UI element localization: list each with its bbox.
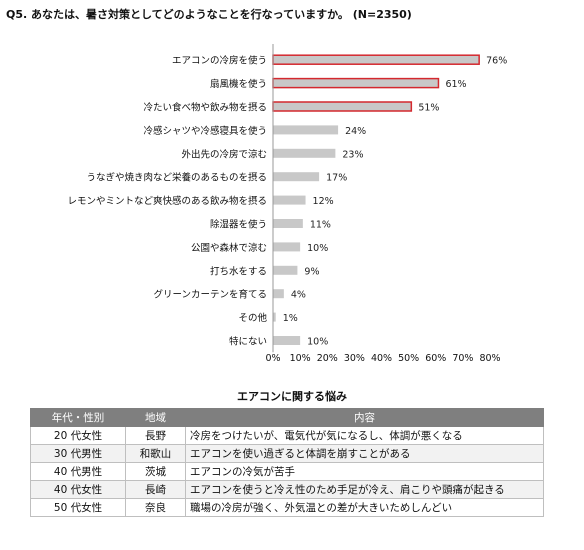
cell-age-gender: 20 代女性 — [30, 426, 126, 445]
cell-region: 長崎 — [125, 480, 186, 499]
header-region: 地域 — [125, 408, 186, 427]
table-row: 30 代男性 和歌山 エアコンを使い過ぎると体調を崩すことがある — [30, 444, 544, 463]
question-title: Q5. あなたは、暑さ対策としてどのようなことを行なっていますか。 (N=235… — [6, 8, 412, 21]
value-label: 10% — [307, 243, 328, 254]
category-label: 冷たい食べ物や飲み物を摂る — [143, 102, 267, 114]
value-label: 11% — [310, 220, 331, 231]
table-row: 40 代男性 茨城 エアコンの冷気が苦手 — [30, 462, 544, 481]
bar — [273, 125, 339, 135]
cell-age-gender: 50 代女性 — [30, 498, 126, 517]
x-tick-label: 20% — [317, 353, 338, 364]
category-label: 除湿器を使う — [210, 219, 267, 231]
value-label: 4% — [291, 290, 306, 301]
cell-age-gender: 30 代男性 — [30, 444, 126, 463]
table-header-row: 年代・性別 地域 内容 — [30, 408, 544, 427]
header-age-gender: 年代・性別 — [30, 408, 126, 427]
bar — [273, 195, 306, 205]
x-tick-label: 30% — [344, 353, 365, 364]
value-label: 24% — [345, 126, 366, 137]
cell-content: エアコンを使うと冷え性のため手足が冷え、肩こりや頭痛が起きる — [185, 480, 544, 499]
value-label: 10% — [307, 337, 328, 348]
table-row: 50 代女性 奈良 職場の冷房が強く、外気温との差が大きいためしんどい — [30, 498, 544, 517]
bar — [272, 54, 480, 65]
cell-region: 茨城 — [125, 462, 186, 481]
table-row: 20 代女性 長野 冷房をつけたいが、電気代が気になるし、体調が悪くなる — [30, 426, 544, 445]
value-label: 61% — [445, 79, 466, 90]
bar — [272, 101, 413, 112]
x-tick-label: 50% — [398, 353, 419, 364]
value-label: 76% — [486, 56, 507, 67]
cell-region: 和歌山 — [125, 444, 186, 463]
x-tick-label: 10% — [290, 353, 311, 364]
bar — [273, 312, 276, 322]
value-label: 12% — [313, 196, 334, 207]
x-tick-label: 80% — [479, 353, 500, 364]
category-label: 特にない — [229, 336, 267, 348]
value-label: 17% — [326, 173, 347, 184]
cell-region: 奈良 — [125, 498, 186, 517]
value-label: 23% — [342, 149, 363, 160]
bar-chart: エアコンの冷房を使う 76% 扇風機を使う 61% 冷たい食べ物や飲み物を摂る 51% 冷感… — [67, 44, 507, 364]
category-label: 打ち水をする — [210, 265, 267, 277]
cell-content: 職場の冷房が強く、外気温との差が大きいためしんどい — [185, 498, 544, 517]
category-label: 扇風機を使う — [210, 78, 267, 90]
category-label: 公園や森林で涼む — [191, 242, 267, 254]
category-label: 外出先の冷房で涼む — [181, 148, 267, 160]
cell-age-gender: 40 代男性 — [30, 462, 126, 481]
bar — [273, 242, 301, 252]
category-label: 冷感シャツや冷感寝具を使う — [143, 125, 267, 137]
header-content: 内容 — [185, 408, 544, 427]
cell-content: エアコンを使い過ぎると体調を崩すことがある — [185, 444, 544, 463]
cell-region: 長野 — [125, 426, 186, 445]
table-title: エアコンに関する悩み — [237, 390, 347, 403]
bar — [273, 265, 298, 275]
x-tick-label: 70% — [452, 353, 473, 364]
bar — [273, 289, 284, 299]
value-label: 1% — [283, 313, 298, 324]
category-label: うなぎや焼き肉など栄養のあるものを摂る — [86, 172, 267, 184]
x-tick-label: 60% — [425, 353, 446, 364]
concerns-table: 年代・性別 地域 内容 20 代女性 長野 冷房をつけたいが、電気代が気になるし… — [30, 408, 544, 517]
bar — [273, 148, 336, 158]
category-label: レモンやミントなど爽快感のある飲み物を摂る — [67, 195, 267, 207]
bar — [273, 336, 301, 345]
x-tick-label: 0% — [265, 353, 280, 364]
bar — [273, 219, 303, 228]
cell-content: エアコンの冷気が苦手 — [185, 462, 544, 481]
category-label: その他 — [238, 312, 267, 324]
category-label: エアコンの冷房を使う — [172, 55, 267, 67]
table-row: 40 代女性 長崎 エアコンを使うと冷え性のため手足が冷え、肩こりや頭痛が起きる — [30, 480, 544, 499]
category-label: グリーンカーテンを育てる — [153, 289, 267, 301]
value-label: 51% — [418, 103, 439, 114]
x-tick-label: 40% — [371, 353, 392, 364]
bar — [272, 77, 440, 89]
bar — [273, 172, 320, 182]
cell-content: 冷房をつけたいが、電気代が気になるし、体調が悪くなる — [185, 426, 544, 445]
cell-age-gender: 40 代女性 — [30, 480, 126, 499]
value-label: 9% — [304, 266, 319, 277]
